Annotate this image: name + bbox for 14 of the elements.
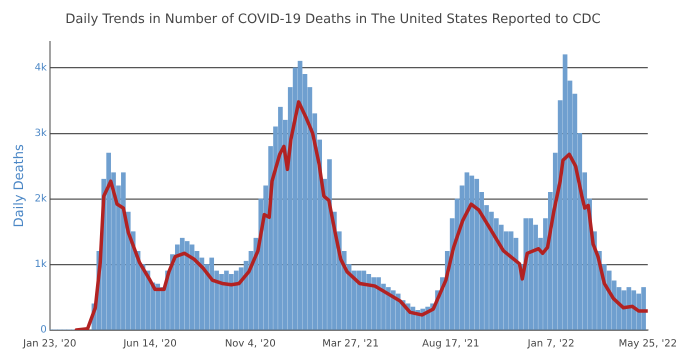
x-tick-label: Jan 23, '20 — [22, 338, 76, 350]
x-tick-label: Jun 14, '20 — [122, 338, 177, 350]
x-tick-label: Nov 4, '20 — [224, 338, 276, 350]
y-tick-label: 0 — [40, 324, 47, 336]
x-tick-label: Jan 7, '22 — [526, 338, 574, 350]
chart-title: Daily Trends in Number of COVID-19 Deaths in The United States Reported to CDC — [65, 12, 601, 28]
x-tick-label: May 25, '22 — [618, 338, 678, 350]
x-tick-label: Mar 27, '21 — [322, 338, 379, 350]
y-tick-label: 2k — [34, 194, 47, 205]
y-tick-label: 4k — [34, 62, 47, 74]
y-axis-title: Daily Deaths — [12, 144, 28, 228]
x-tick-label: Aug 17, '21 — [422, 338, 480, 350]
y-tick-label: 1k — [34, 259, 47, 270]
y-tick-label: 3k — [34, 128, 47, 139]
